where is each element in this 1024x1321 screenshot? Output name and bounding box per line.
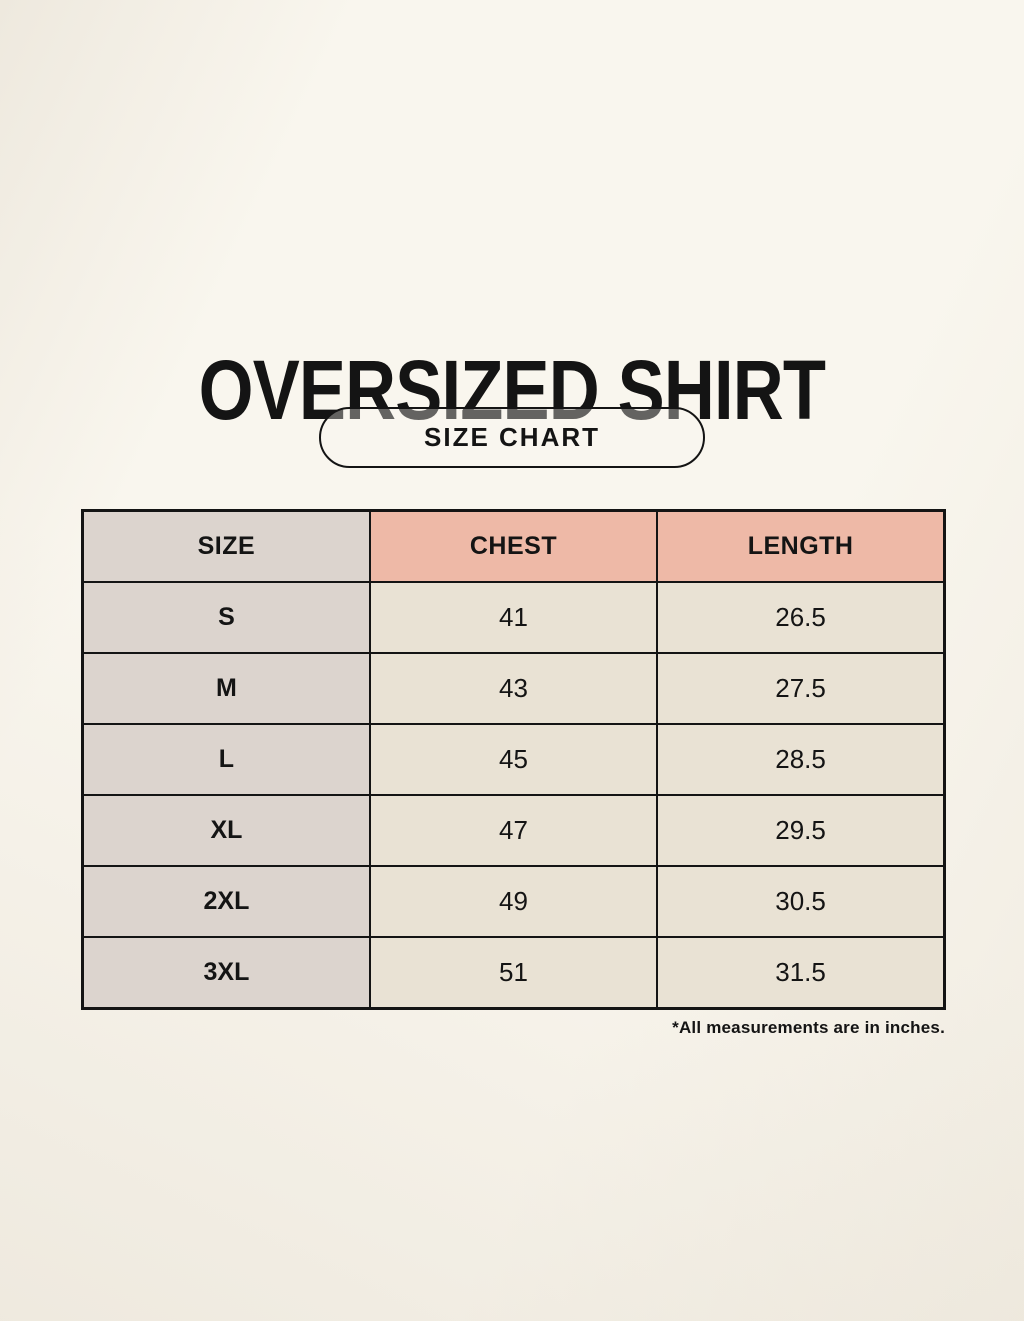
length-value: 31.5 (656, 936, 946, 1010)
size-table: SIZE CHEST LENGTH S 41 26.5 M 43 27.5 L … (81, 509, 946, 1010)
size-chart-badge-label: SIZE CHART (424, 422, 600, 452)
length-value: 27.5 (656, 652, 946, 725)
table-row: XL 47 29.5 (81, 794, 946, 867)
length-value: 28.5 (656, 723, 946, 796)
table-header-row: SIZE CHEST LENGTH (81, 509, 946, 583)
table-row: 3XL 51 31.5 (81, 936, 946, 1010)
length-value: 29.5 (656, 794, 946, 867)
column-header-length: LENGTH (656, 509, 946, 583)
chest-value: 49 (368, 865, 659, 938)
column-header-size: SIZE (81, 509, 371, 583)
length-value: 26.5 (656, 581, 946, 654)
column-header-chest: CHEST (368, 509, 659, 583)
size-label: L (81, 723, 371, 796)
size-label: S (81, 581, 371, 654)
chest-value: 45 (368, 723, 659, 796)
measurements-footnote: *All measurements are in inches. (672, 1018, 945, 1037)
size-label: XL (81, 794, 371, 867)
size-label: 2XL (81, 865, 371, 938)
size-label: 3XL (81, 936, 371, 1010)
chest-value: 43 (368, 652, 659, 725)
page-title-text: OVERSIZED SHIRT (198, 343, 826, 438)
table-row: 2XL 49 30.5 (81, 865, 946, 938)
table-row: M 43 27.5 (81, 652, 946, 725)
table-row: L 45 28.5 (81, 723, 946, 796)
size-chart-badge: SIZE CHART (319, 407, 705, 468)
length-value: 30.5 (656, 865, 946, 938)
table-row: S 41 26.5 (81, 581, 946, 654)
chest-value: 51 (368, 936, 659, 1010)
size-label: M (81, 652, 371, 725)
chest-value: 41 (368, 581, 659, 654)
chest-value: 47 (368, 794, 659, 867)
page-title: OVERSIZED SHIRT (0, 348, 1024, 432)
